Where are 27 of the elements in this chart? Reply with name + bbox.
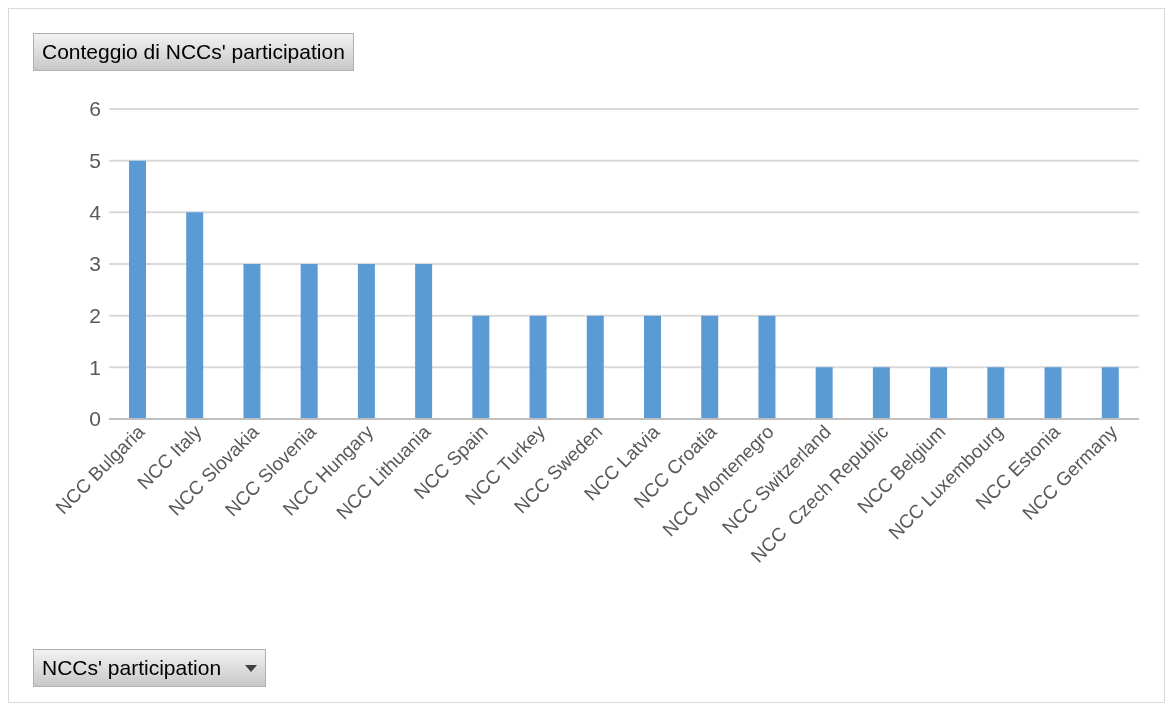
bar: [357, 264, 375, 419]
bar: [644, 315, 661, 419]
y-tick-label: 0: [89, 407, 101, 431]
y-tick-label: 4: [89, 200, 102, 224]
bar: [815, 367, 833, 419]
y-tick-label: 5: [89, 149, 101, 173]
bar: [930, 367, 948, 419]
bar: [872, 367, 890, 419]
y-tick-label: 3: [89, 252, 101, 276]
bar: [186, 212, 204, 419]
chart-title: Conteggio di NCCs' participation: [33, 33, 354, 71]
bar: [1044, 367, 1062, 419]
bar: [415, 264, 433, 419]
bar: [472, 315, 490, 419]
bar: [701, 315, 719, 419]
bar: [529, 315, 547, 419]
bar: [1101, 367, 1119, 419]
y-tick-label: 1: [89, 355, 101, 379]
bar: [300, 264, 318, 419]
bar: [129, 160, 146, 419]
bar: [758, 315, 776, 419]
bar: [586, 315, 604, 419]
y-tick-label: 6: [89, 97, 101, 121]
bar: [243, 264, 261, 419]
x-axis-title: NCCs' participation: [42, 656, 222, 680]
y-tick-label: 2: [89, 304, 101, 328]
bar: [987, 367, 1005, 419]
